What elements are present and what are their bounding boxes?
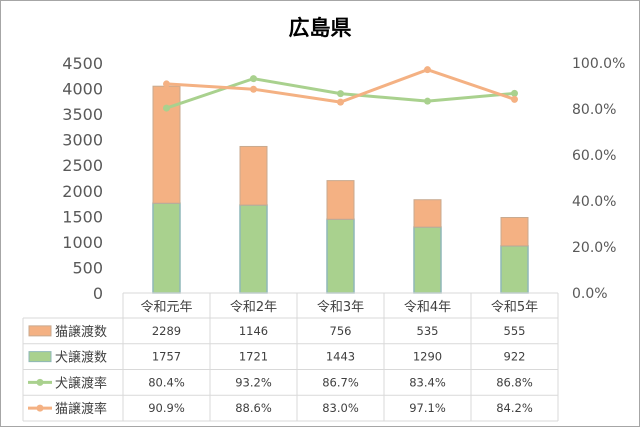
line-point	[424, 97, 431, 105]
table-cell: 1721	[239, 350, 268, 364]
line-point	[250, 75, 257, 83]
y-tick-label: 1500	[62, 207, 103, 226]
y-tick-label: 3500	[62, 105, 103, 124]
table-cell: 90.9%	[148, 401, 185, 415]
table-cell: 1757	[152, 350, 181, 364]
bar-dog-adoptions	[413, 226, 442, 294]
bar-cat-adoptions	[239, 145, 268, 206]
bar-dog-adoptions	[239, 204, 268, 294]
legend-label: 犬譲渡率	[55, 375, 107, 391]
legend-label: 猫譲渡数	[55, 324, 107, 340]
y2-tick-label: 0.0%	[572, 286, 608, 302]
line-point	[163, 104, 170, 112]
bar-dog-adoptions	[152, 202, 181, 294]
y-tick-label: 0	[93, 284, 103, 303]
legend-label: 猫譲渡率	[55, 401, 107, 417]
line-point	[511, 89, 518, 97]
category-label: 令和元年	[140, 300, 192, 315]
table-cell: 2289	[152, 324, 181, 338]
table-cell: 83.4%	[409, 375, 446, 389]
bar-cat-adoptions	[326, 180, 355, 220]
bar-dog-adoptions	[500, 245, 529, 294]
table-cell: 80.4%	[148, 375, 185, 389]
y-tick-label: 500	[72, 258, 103, 277]
legend-key-bar	[28, 351, 52, 363]
table-cell: 84.2%	[496, 401, 533, 415]
line-point	[424, 66, 431, 74]
y-tick-label: 2500	[62, 156, 103, 175]
y-tick-label: 2000	[62, 182, 103, 201]
table-cell: 1146	[239, 324, 268, 338]
table-cell: 88.6%	[235, 401, 272, 415]
table-cell: 86.7%	[322, 375, 359, 389]
bar-dog-adoptions	[326, 218, 355, 294]
table-cell: 756	[330, 324, 352, 338]
y-tick-label: 3000	[62, 131, 103, 150]
table-cell: 93.2%	[235, 375, 272, 389]
line-point	[337, 90, 344, 98]
legend-key-marker	[36, 378, 44, 386]
category-label: 令和5年	[491, 300, 538, 315]
chart-title: 広島県	[288, 16, 352, 40]
table-cell: 1443	[326, 350, 355, 364]
category-label: 令和4年	[404, 300, 451, 315]
line-point	[163, 80, 170, 88]
line-point	[511, 95, 518, 103]
y2-tick-label: 100.0%	[572, 56, 625, 72]
table-cell: 1290	[413, 350, 442, 364]
line-point	[337, 98, 344, 106]
bar-cat-adoptions	[413, 199, 442, 228]
y2-tick-label: 40.0%	[572, 194, 616, 210]
category-label: 令和3年	[317, 300, 364, 315]
y-tick-label: 4500	[62, 54, 103, 73]
y-tick-label: 1000	[62, 233, 103, 252]
line-point	[250, 85, 257, 93]
table-cell: 555	[504, 324, 526, 338]
table-cell: 535	[417, 324, 439, 338]
y2-tick-label: 20.0%	[572, 240, 616, 256]
bar-cat-adoptions	[500, 217, 529, 247]
category-label: 令和2年	[230, 300, 277, 315]
legend-label: 犬譲渡数	[55, 350, 107, 366]
table-cell: 86.8%	[496, 375, 533, 389]
y-tick-label: 4000	[62, 80, 103, 99]
legend-key-bar	[28, 325, 52, 337]
table-cell: 922	[504, 350, 526, 364]
table-cell: 83.0%	[322, 401, 359, 415]
y2-tick-label: 60.0%	[572, 148, 616, 164]
table-cell: 97.1%	[409, 401, 446, 415]
legend-key-marker	[36, 404, 44, 412]
y2-tick-label: 80.0%	[572, 102, 616, 118]
